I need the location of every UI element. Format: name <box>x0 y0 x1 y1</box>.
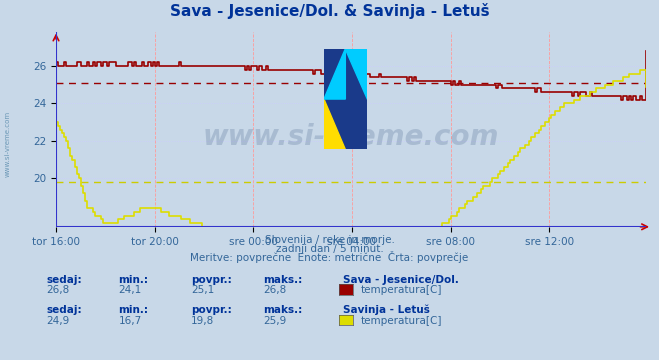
Text: maks.:: maks.: <box>264 305 303 315</box>
Text: 16,7: 16,7 <box>119 316 142 326</box>
Text: 25,9: 25,9 <box>264 316 287 326</box>
Text: Savinja - Letuš: Savinja - Letuš <box>343 305 430 315</box>
Text: 19,8: 19,8 <box>191 316 214 326</box>
Polygon shape <box>345 49 367 99</box>
Text: maks.:: maks.: <box>264 275 303 285</box>
Text: sedaj:: sedaj: <box>46 275 82 285</box>
Text: 26,8: 26,8 <box>46 285 69 296</box>
Text: zadnji dan / 5 minut.: zadnji dan / 5 minut. <box>275 244 384 254</box>
Text: povpr.:: povpr.: <box>191 305 232 315</box>
Text: 24,1: 24,1 <box>119 285 142 296</box>
Text: 24,9: 24,9 <box>46 316 69 326</box>
Text: Sava - Jesenice/Dol. & Savinja - Letuš: Sava - Jesenice/Dol. & Savinja - Letuš <box>169 3 490 19</box>
Text: Meritve: povprečne  Enote: metrične  Črta: povprečje: Meritve: povprečne Enote: metrične Črta:… <box>190 251 469 263</box>
Text: min.:: min.: <box>119 305 149 315</box>
Text: www.si-vreme.com: www.si-vreme.com <box>203 123 499 151</box>
Text: 26,8: 26,8 <box>264 285 287 296</box>
Text: www.si-vreme.com: www.si-vreme.com <box>5 111 11 177</box>
Text: Sava - Jesenice/Dol.: Sava - Jesenice/Dol. <box>343 275 459 285</box>
Text: temperatura[C]: temperatura[C] <box>361 285 443 296</box>
Text: 25,1: 25,1 <box>191 285 214 296</box>
Text: povpr.:: povpr.: <box>191 275 232 285</box>
Text: temperatura[C]: temperatura[C] <box>361 316 443 326</box>
Text: sedaj:: sedaj: <box>46 305 82 315</box>
Text: min.:: min.: <box>119 275 149 285</box>
Polygon shape <box>324 49 345 99</box>
Polygon shape <box>324 99 345 149</box>
Text: Slovenija / reke in morje.: Slovenija / reke in morje. <box>264 235 395 245</box>
